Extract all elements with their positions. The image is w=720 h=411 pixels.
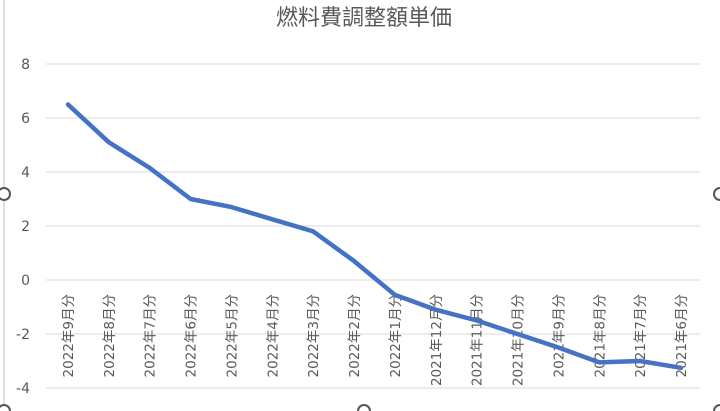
- x-tick-label: 2022年6月分: [184, 294, 200, 377]
- y-tick-label: -2: [16, 327, 30, 343]
- x-tick-label: 2022年2月分: [347, 294, 363, 377]
- resize-handle-bottom-left[interactable]: [0, 404, 11, 411]
- y-tick-label: 6: [21, 111, 30, 127]
- resize-handle-bottom[interactable]: [357, 404, 371, 411]
- x-tick-label: 2021年7月分: [633, 294, 649, 377]
- x-axis-tick-labels: 2022年9月分 2022年8月分 2022年7月分 2022年6月分 2022年5月分…: [61, 294, 690, 386]
- x-tick-label: 2021年12月分: [429, 294, 445, 386]
- x-tick-label: 2022年7月分: [143, 294, 159, 377]
- resize-handle-left[interactable]: [0, 187, 11, 201]
- x-tick-label: 2022年8月分: [102, 294, 118, 377]
- y-tick-label: 4: [21, 165, 30, 181]
- x-tick-label: 2022年3月分: [306, 294, 322, 377]
- y-tick-label: -4: [16, 381, 30, 397]
- x-tick-label: 2021年9月分: [551, 294, 567, 377]
- y-tick-label: 8: [21, 57, 30, 73]
- y-tick-label: 2: [21, 219, 30, 235]
- x-tick-label: 2021年11月分: [470, 294, 486, 386]
- x-tick-label: 2022年4月分: [265, 294, 281, 377]
- series-layer: [65, 102, 684, 371]
- x-tick-label: 2021年6月分: [674, 294, 690, 377]
- x-tick-label: 2022年5月分: [224, 294, 240, 377]
- resize-handle-bottom-right[interactable]: [713, 404, 720, 411]
- y-axis-tick-labels: -4 -2 0 2 4 6 8: [16, 57, 30, 397]
- x-tick-label: 2022年9月分: [61, 294, 77, 377]
- x-tick-label: 2021年10月分: [511, 294, 527, 386]
- resize-handle-right[interactable]: [713, 187, 720, 201]
- series-line: [65, 102, 684, 371]
- y-tick-label: 0: [21, 273, 30, 289]
- chart-title: 燃料費調整額単価: [276, 6, 452, 31]
- x-tick-label: 2021年8月分: [592, 294, 608, 377]
- x-tick-label: 2022年1月分: [388, 294, 404, 377]
